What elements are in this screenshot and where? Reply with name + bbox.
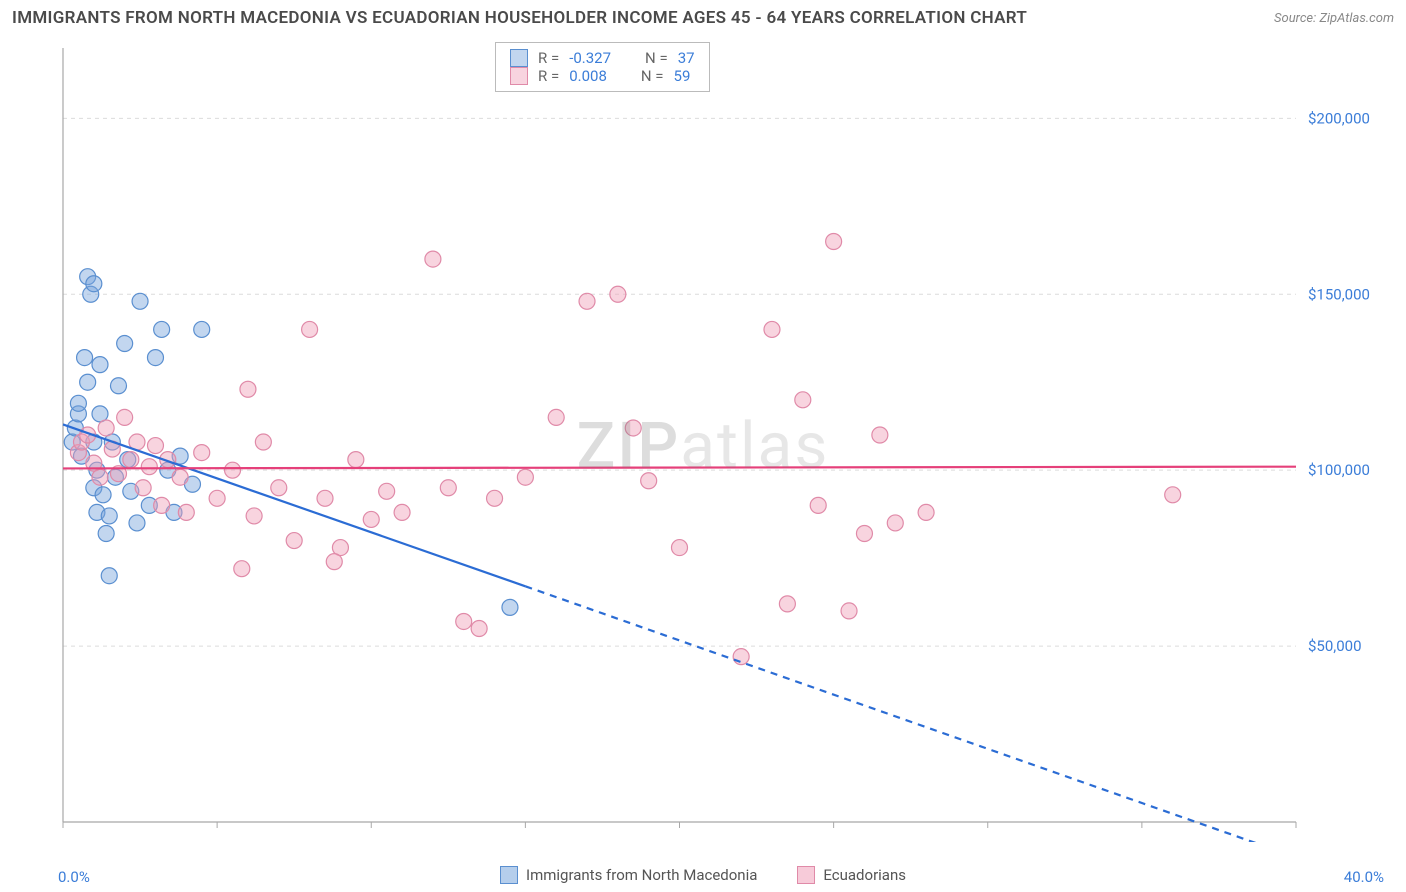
point-ecuadorian — [918, 504, 934, 520]
point-ecuadorian — [579, 293, 595, 309]
point-ecuadorian — [147, 438, 163, 454]
point-macedonia — [101, 568, 117, 584]
point-ecuadorian — [779, 596, 795, 612]
corr-r-value: -0.327 — [569, 49, 611, 67]
point-ecuadorian — [610, 286, 626, 302]
legend-label: Immigrants from North Macedonia — [526, 866, 757, 884]
point-ecuadorian — [246, 508, 262, 524]
point-macedonia — [92, 357, 108, 373]
point-ecuadorian — [117, 409, 133, 425]
point-macedonia — [101, 508, 117, 524]
point-ecuadorian — [286, 533, 302, 549]
point-ecuadorian — [240, 381, 256, 397]
point-ecuadorian — [363, 511, 379, 527]
point-ecuadorian — [456, 613, 472, 629]
point-ecuadorian — [394, 504, 410, 520]
point-ecuadorian — [326, 554, 342, 570]
point-ecuadorian — [317, 490, 333, 506]
point-ecuadorian — [440, 480, 456, 496]
point-ecuadorian — [234, 561, 250, 577]
point-ecuadorian — [379, 483, 395, 499]
corr-r-value: 0.008 — [569, 67, 607, 85]
point-ecuadorian — [487, 490, 503, 506]
point-macedonia — [132, 293, 148, 309]
point-ecuadorian — [764, 321, 780, 337]
point-ecuadorian — [826, 234, 842, 250]
point-ecuadorian — [255, 434, 271, 450]
point-ecuadorian — [178, 504, 194, 520]
correlation-row: R = 0.008 N = 59 — [510, 67, 695, 85]
point-ecuadorian — [141, 459, 157, 475]
corr-n-label: N = — [645, 49, 668, 67]
point-ecuadorian — [517, 469, 533, 485]
point-ecuadorian — [856, 526, 872, 542]
corr-r-label: R = — [538, 49, 559, 67]
point-ecuadorian — [271, 480, 287, 496]
y-tick-label: $200,000 — [1308, 109, 1370, 127]
point-ecuadorian — [302, 321, 318, 337]
legend-swatch — [510, 67, 528, 85]
legend-swatch — [797, 866, 815, 884]
point-macedonia — [129, 515, 145, 531]
legend-item: Ecuadorians — [797, 866, 906, 884]
correlation-box: R = -0.327 N = 37 R = 0.008 N = 59 — [495, 42, 710, 92]
point-ecuadorian — [887, 515, 903, 531]
point-ecuadorian — [92, 469, 108, 485]
point-macedonia — [86, 276, 102, 292]
y-tick-label: $50,000 — [1308, 637, 1362, 655]
point-ecuadorian — [733, 649, 749, 665]
corr-r-label: R = — [538, 67, 559, 85]
y-tick-label: $150,000 — [1308, 285, 1370, 303]
point-ecuadorian — [194, 445, 210, 461]
point-ecuadorian — [471, 621, 487, 637]
scatter-chart: $50,000 $100,000 $150,000 $200,000 — [55, 40, 1386, 842]
point-macedonia — [95, 487, 111, 503]
y-tick-label: $100,000 — [1308, 461, 1370, 479]
point-ecuadorian — [672, 540, 688, 556]
point-ecuadorian — [1165, 487, 1181, 503]
point-macedonia — [502, 599, 518, 615]
point-ecuadorian — [209, 490, 225, 506]
point-ecuadorian — [810, 497, 826, 513]
point-ecuadorian — [98, 420, 114, 436]
corr-n-value: 59 — [674, 67, 691, 85]
point-macedonia — [194, 321, 210, 337]
corr-n-label: N = — [641, 67, 664, 85]
point-ecuadorian — [348, 452, 364, 468]
point-ecuadorian — [841, 603, 857, 619]
point-macedonia — [70, 395, 86, 411]
legend-swatch — [510, 49, 528, 67]
point-macedonia — [98, 526, 114, 542]
source-attribution: Source: ZipAtlas.com — [1274, 11, 1394, 26]
point-ecuadorian — [135, 480, 151, 496]
point-macedonia — [147, 350, 163, 366]
point-macedonia — [80, 374, 96, 390]
legend-item: Immigrants from North Macedonia — [500, 866, 757, 884]
point-ecuadorian — [625, 420, 641, 436]
legend-label: Ecuadorians — [823, 866, 906, 884]
corr-n-value: 37 — [678, 49, 695, 67]
chart-svg: $50,000 $100,000 $150,000 $200,000 — [55, 40, 1386, 842]
point-ecuadorian — [225, 462, 241, 478]
point-ecuadorian — [641, 473, 657, 489]
point-macedonia — [117, 336, 133, 352]
point-ecuadorian — [872, 427, 888, 443]
point-ecuadorian — [548, 409, 564, 425]
legend: Immigrants from North Macedonia Ecuadoria… — [0, 866, 1406, 884]
point-macedonia — [110, 378, 126, 394]
correlation-row: R = -0.327 N = 37 — [510, 49, 695, 67]
point-ecuadorian — [172, 469, 188, 485]
point-ecuadorian — [154, 497, 170, 513]
point-macedonia — [77, 350, 93, 366]
point-ecuadorian — [795, 392, 811, 408]
chart-title: IMMIGRANTS FROM NORTH MACEDONIA VS ECUAD… — [12, 8, 1027, 28]
legend-swatch — [500, 866, 518, 884]
point-macedonia — [154, 321, 170, 337]
point-ecuadorian — [425, 251, 441, 267]
point-ecuadorian — [123, 452, 139, 468]
